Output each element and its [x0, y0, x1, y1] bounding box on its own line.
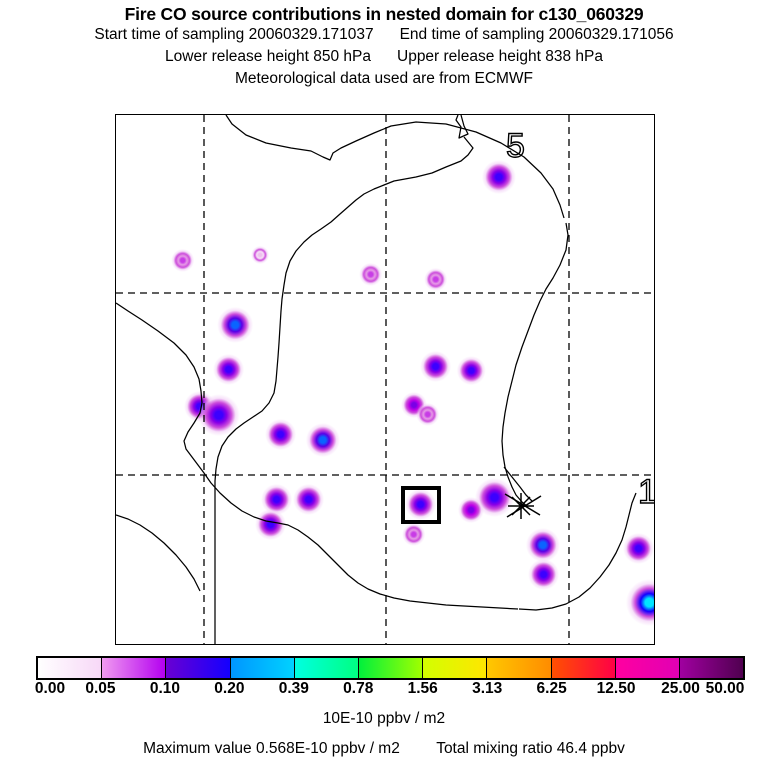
colorbar-tick-8: 6.25 — [536, 680, 567, 697]
release-height-row: Lower release height 850 hPa Upper relea… — [0, 46, 768, 68]
map-panel[interactable]: 51 — [115, 114, 655, 645]
colorbar-tick-5: 0.78 — [343, 680, 374, 697]
total-mixing-ratio-label: Total mixing ratio 46.4 ppbv — [436, 740, 625, 757]
trajectory-day-label-5: 5 — [505, 127, 525, 165]
met-data-label: Meteorological data used are from ECMWF — [234, 70, 534, 87]
colorbar-segment-4 — [294, 658, 359, 678]
colorbar-segment-10 — [679, 658, 744, 678]
highlight-box-marker[interactable] — [401, 486, 441, 524]
colorbar[interactable]: 0.00 0.05 0.10 0.20 0.39 0.78 1.56 3.13 6.25 12.5… — [34, 656, 745, 700]
colorbar-segment-7 — [487, 658, 552, 678]
colorbar-tick-11: 50.00 — [705, 680, 745, 697]
colorbar-segment-2 — [166, 658, 231, 678]
colorbar-tick-2: 0.10 — [149, 680, 180, 697]
map-vector-layer — [116, 115, 654, 644]
lower-release-height-label: Lower release height 850 hPa — [165, 48, 371, 65]
colorbar-gradient[interactable] — [36, 656, 745, 680]
release-location-marker — [504, 493, 542, 519]
colorbar-tick-9: 12.50 — [596, 680, 636, 697]
footer: Maximum value 0.568E-10 ppbv / m2 Total … — [0, 740, 768, 758]
start-time-label: Start time of sampling 20060329.171037 — [94, 26, 374, 43]
colorbar-segment-5 — [358, 658, 424, 678]
colorbar-tick-6: 1.56 — [407, 680, 438, 697]
colorbar-segment-1 — [102, 658, 167, 678]
colorbar-segment-0 — [38, 658, 103, 678]
colorbar-tick-7: 3.13 — [472, 680, 503, 697]
colorbar-unit-label: 10E-10 ppbv / m2 — [322, 710, 446, 727]
colorbar-tick-10: 25.00 — [661, 680, 700, 697]
coastline-paths — [116, 115, 637, 644]
gridlines — [116, 115, 654, 644]
colorbar-tick-4: 0.39 — [278, 680, 309, 697]
colorbar-tick-3: 0.20 — [214, 680, 245, 697]
colorbar-segment-8 — [551, 658, 616, 678]
colorbar-segment-9 — [615, 658, 680, 678]
colorbar-segment-3 — [230, 658, 295, 678]
page-title: Fire CO source contributions in nested d… — [124, 4, 644, 24]
upper-release-height-label: Upper release height 838 hPa — [397, 48, 603, 65]
trajectory-day-label-1: 1 — [637, 474, 654, 509]
colorbar-segment-6 — [423, 658, 488, 678]
colorbar-tick-1: 0.05 — [85, 680, 116, 697]
colorbar-tick-0: 0.00 — [34, 680, 66, 697]
end-time-label: End time of sampling 20060329.171056 — [399, 26, 674, 43]
maximum-value-label: Maximum value 0.568E-10 ppbv / m2 — [143, 740, 400, 757]
header: Fire CO source contributions in nested d… — [0, 0, 768, 90]
sampling-time-row: Start time of sampling 20060329.171037 E… — [0, 24, 768, 46]
colorbar-tick-labels: 0.00 0.05 0.10 0.20 0.39 0.78 1.56 3.13 6.25 12.5… — [34, 680, 745, 700]
